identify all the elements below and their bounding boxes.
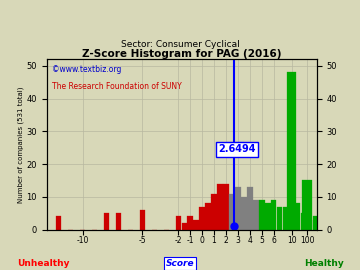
Bar bbox=[283, 207, 288, 230]
Bar bbox=[199, 207, 205, 230]
Bar bbox=[211, 194, 217, 230]
Bar bbox=[229, 194, 235, 230]
Text: Score: Score bbox=[166, 259, 194, 268]
Text: Sector: Consumer Cyclical: Sector: Consumer Cyclical bbox=[121, 40, 239, 49]
Bar bbox=[301, 213, 306, 230]
Bar bbox=[241, 197, 247, 230]
Bar bbox=[223, 184, 229, 230]
Bar bbox=[104, 213, 109, 230]
Bar bbox=[235, 187, 240, 230]
Bar bbox=[140, 210, 145, 230]
Bar bbox=[277, 207, 283, 230]
Bar bbox=[206, 203, 211, 230]
Text: ©www.textbiz.org: ©www.textbiz.org bbox=[52, 65, 122, 73]
Text: Healthy: Healthy bbox=[304, 259, 344, 268]
Bar bbox=[253, 200, 258, 230]
Bar bbox=[188, 217, 193, 230]
Bar bbox=[56, 217, 62, 230]
Bar bbox=[271, 200, 276, 230]
Bar bbox=[287, 72, 297, 230]
Bar bbox=[193, 220, 199, 229]
Text: The Research Foundation of SUNY: The Research Foundation of SUNY bbox=[52, 82, 182, 90]
Bar bbox=[313, 217, 318, 230]
Title: Z-Score Histogram for PAG (2016): Z-Score Histogram for PAG (2016) bbox=[82, 49, 282, 59]
Bar bbox=[319, 200, 324, 230]
Y-axis label: Number of companies (531 total): Number of companies (531 total) bbox=[17, 86, 24, 203]
Bar bbox=[259, 200, 265, 230]
Bar bbox=[217, 184, 223, 230]
Bar bbox=[181, 223, 187, 230]
Bar bbox=[302, 180, 312, 230]
Bar bbox=[116, 213, 121, 230]
Text: Unhealthy: Unhealthy bbox=[17, 259, 69, 268]
Bar bbox=[176, 217, 181, 230]
Bar bbox=[247, 187, 253, 230]
Text: 2.6494: 2.6494 bbox=[218, 144, 256, 154]
Bar bbox=[265, 203, 270, 230]
Bar bbox=[307, 220, 312, 229]
Bar bbox=[289, 213, 294, 230]
Bar bbox=[295, 203, 300, 230]
